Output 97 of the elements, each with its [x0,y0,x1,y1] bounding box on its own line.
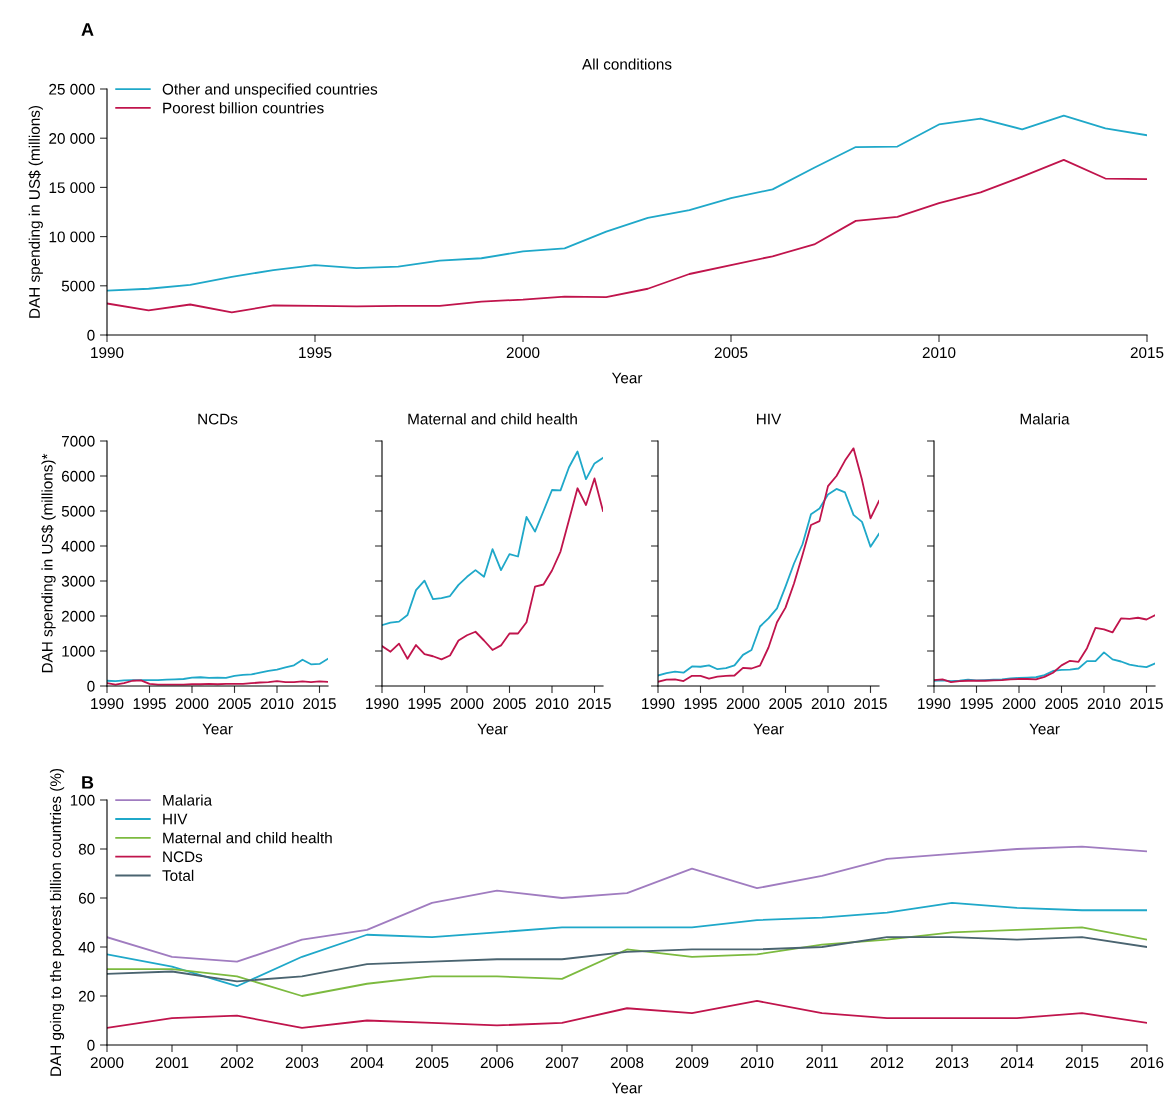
x-axis-title: Year [611,372,643,384]
x-tick-label: 2015 [1130,347,1164,359]
x-tick-label: 2014 [1000,1057,1034,1069]
y-tick-label: 5000 [61,280,95,292]
x-tick-label: 2002 [220,1057,254,1069]
x-axis-title: Year [611,1082,643,1094]
y-tick-label: 3000 [61,575,95,587]
legend-label: Total [162,869,194,881]
x-tick-label: 2005 [769,698,802,710]
x-tick-label: 2006 [480,1057,514,1069]
x-tick-label: 2001 [155,1057,189,1069]
x-tick-label: 2000 [450,698,484,710]
line-series [107,999,1147,1029]
line-series [107,114,1147,292]
y-tick-label: 10 000 [49,231,95,243]
legend-label: Other and unspecified countries [162,83,378,98]
x-tick-label: 2004 [350,1057,384,1069]
x-tick-label: 2015 [578,698,611,710]
x-tick-label: 2010 [740,1057,774,1069]
y-tick-label: 80 [78,843,95,855]
chart-title: All conditions [582,58,672,70]
y-tick-label: 0 [87,680,95,692]
chart-title: Maternal and child health [408,413,577,425]
y-tick-label: 6000 [61,470,95,482]
y-axis-title: DAH going to the poorest billion countries (%) [49,768,65,1076]
x-tick-label: 2005 [1045,698,1078,710]
legend-label: Malaria [163,794,213,806]
x-tick-label: 2005 [218,698,251,710]
x-tick-label: 2010 [922,347,956,359]
x-tick-label: 2015 [854,698,887,710]
x-tick-label: 2015 [303,698,336,710]
chart-title: HIV [757,413,782,425]
x-tick-label: 1995 [408,698,441,710]
y-tick-label: 40 [78,941,95,953]
x-tick-label: 2016 [1130,1057,1164,1069]
line-series [107,936,1147,983]
x-tick-label: 2000 [726,698,760,710]
y-tick-label: 7000 [61,435,95,447]
x-tick-label: 2010 [260,698,294,710]
y-tick-label: 4000 [61,540,95,552]
text: B [82,776,94,789]
x-tick-label: 2010 [535,698,569,710]
x-tick-label: 2015 [1065,1057,1099,1069]
x-axis-title: Year [202,723,233,735]
legend-label: HIV [163,813,188,825]
x-tick-label: 1990 [918,698,951,710]
y-axis-title: DAH spending in US$ (millions) [28,105,43,318]
x-tick-label: 2000 [506,347,540,359]
x-tick-label: 1995 [960,698,993,710]
y-tick-label: 1000 [62,645,95,657]
x-tick-label: 2000 [175,698,209,710]
y-tick-label: 0 [87,1039,95,1051]
x-axis-title: Year [477,723,508,735]
line-series [107,845,1147,963]
x-tick-label: 2008 [610,1057,644,1069]
x-tick-label: 1990 [91,698,124,710]
y-tick-label: 100 [70,794,95,806]
legend-label: Poorest billion countries [163,102,324,114]
line-series [107,158,1147,314]
x-tick-label: 1990 [366,698,399,710]
x-tick-label: 2011 [806,1057,838,1069]
y-axis-title: DAH spending in US$ (millions)* [41,453,56,673]
x-tick-label: 1995 [684,698,717,710]
line-series [107,657,328,683]
chart-title: NCDs [198,413,238,425]
x-tick-label: 2007 [545,1057,579,1069]
y-tick-label: 25 000 [49,83,95,95]
x-tick-label: 2015 [1130,698,1163,710]
x-tick-label: 2010 [811,698,845,710]
y-tick-label: 60 [78,892,95,904]
x-tick-label: 2009 [675,1057,709,1069]
x-axis-title: Year [1029,723,1060,735]
y-tick-label: 2000 [61,610,95,622]
x-tick-label: 1990 [642,698,675,710]
x-tick-label: 1995 [299,347,332,359]
x-tick-label: 2000 [1002,698,1036,710]
chart-title: Malaria [1020,413,1070,425]
x-tick-label: 1995 [133,698,166,710]
x-tick-label: 1990 [91,347,124,359]
x-tick-label: 2005 [415,1057,449,1069]
line-series [107,926,1147,997]
x-tick-label: 2005 [493,698,526,710]
y-tick-label: 20 [78,990,95,1002]
x-tick-label: 2003 [285,1057,319,1069]
x-tick-label: 2010 [1087,698,1121,710]
x-tick-label: 2005 [714,347,748,359]
text: A [81,23,94,36]
legend-label: NCDs [163,851,203,863]
legend-label: Maternal and child health [163,832,332,844]
y-tick-label: 15 000 [49,182,95,194]
x-tick-label: 2012 [870,1057,904,1069]
x-tick-label: 2013 [935,1057,969,1069]
x-axis-title: Year [753,723,784,735]
y-tick-label: 0 [87,329,95,341]
line-series [107,901,1147,988]
y-tick-label: 5000 [61,505,95,517]
y-tick-label: 20 000 [49,133,95,144]
